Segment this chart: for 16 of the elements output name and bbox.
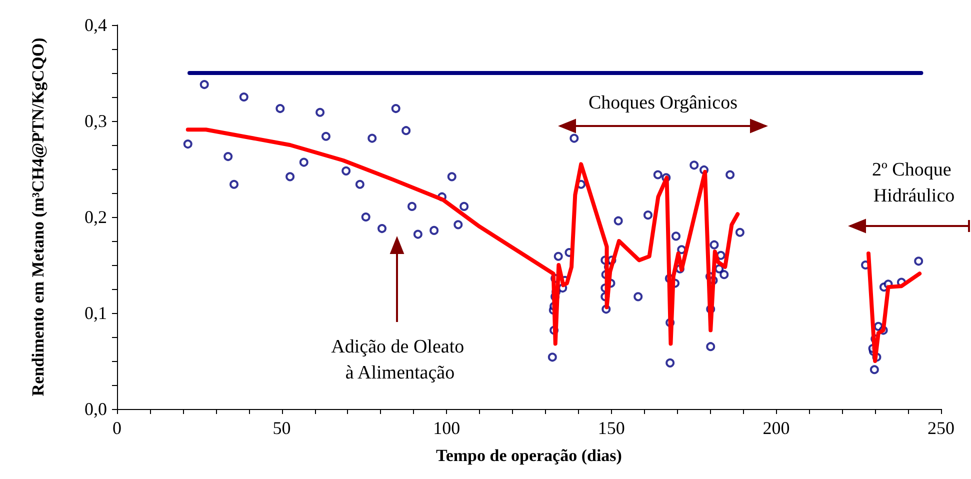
x-tick-label: 150	[598, 418, 625, 438]
y-tick-label: 0,0	[84, 399, 107, 419]
y-tick-label: 0,3	[84, 111, 107, 131]
annotation: Adição de Oleato à Alimentação	[331, 336, 469, 384]
annotation: Choques Orgânicos	[588, 92, 738, 114]
x-tick-label: 100	[433, 418, 460, 438]
x-tick-label: 50	[272, 418, 291, 438]
y-axis-title: Rendimento em Metano (m³CH4@PTN/KgCQO)	[28, 38, 48, 396]
x-tick-label: 200	[762, 418, 790, 438]
annotation: 2º Choque Hidráulico	[872, 160, 956, 206]
x-axis-title: Tempo de operação (dias)	[436, 446, 622, 465]
y-tick-label: 0,4	[84, 15, 107, 35]
y-tick-label: 0,2	[84, 207, 107, 227]
y-tick-label: 0,1	[84, 303, 107, 323]
x-tick-label: 0	[112, 418, 122, 438]
x-tick-label: 250	[928, 418, 954, 438]
